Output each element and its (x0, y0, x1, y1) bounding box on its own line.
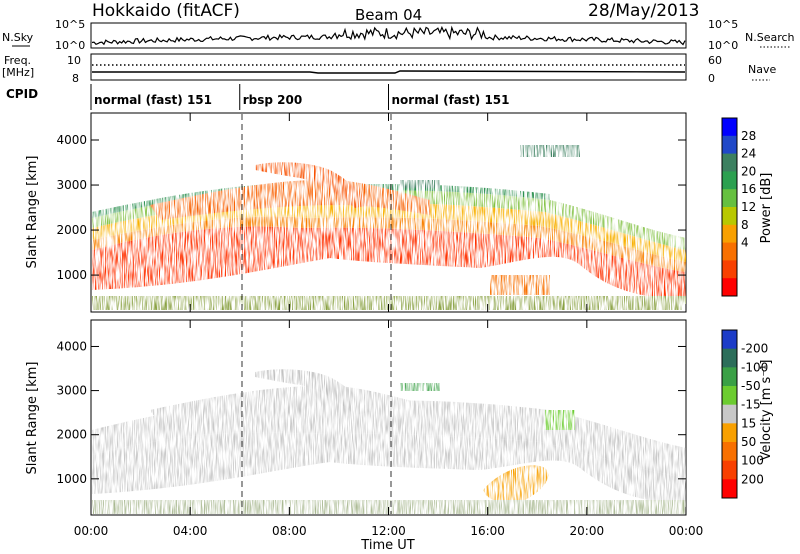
freq-tick-top: 10 (67, 54, 81, 67)
freq-tick-bottom: 8 (72, 72, 79, 85)
beam-title: Beam 04 (355, 6, 422, 24)
colorbar-swatch (722, 153, 737, 172)
y-tick-label: 1000 (56, 268, 87, 282)
colorbar-tick-label: -15 (741, 398, 761, 412)
colorbar-tick-label: 20 (741, 164, 756, 178)
colorbar-tick-label: 200 (741, 472, 764, 486)
y-tick-label: 4000 (56, 339, 87, 353)
nave-tick-top: 60 (708, 54, 722, 67)
y-tick-label: 1000 (56, 472, 87, 486)
power-heatmap (92, 145, 686, 310)
x-tick-label: 08:00 (272, 524, 307, 538)
colorbar-swatch (722, 118, 737, 137)
y-tick-label: 3000 (56, 178, 87, 192)
colorbar-tick-label: -50 (741, 379, 761, 393)
x-tick-label: 16:00 (470, 524, 505, 538)
colorbar-swatch (722, 404, 737, 424)
freq-label: Freq. (4, 54, 31, 67)
cpid-segment-label: normal (fast) 151 (94, 93, 212, 107)
y-tick-label: 3000 (56, 384, 87, 398)
colorbar-swatch (722, 460, 737, 480)
y-tick-label: 2000 (56, 428, 87, 442)
colorbar-tick-label: 28 (741, 129, 756, 143)
colorbar-swatch (722, 367, 737, 387)
colorbar-tick-label: 4 (741, 236, 749, 250)
cpid-row: CPID normal (fast) 151 rbsp 200 normal (fa… (6, 84, 510, 110)
colorbar-tick-label: 100 (741, 454, 764, 468)
colorbar-tick-label: 24 (741, 147, 756, 161)
station-title: Hokkaido (fitACF) (92, 1, 240, 21)
noise-tick-top: 10^5 (55, 18, 85, 31)
noise-right-tick-top: 10^5 (708, 18, 738, 31)
colorbar-frame (721, 117, 738, 297)
colorbar-swatch (722, 442, 737, 462)
colorbar-swatch (722, 330, 737, 350)
colorbar-swatch (722, 242, 737, 261)
noise-trace (91, 25, 686, 46)
nave-tick-bottom: 0 (708, 72, 715, 85)
y-tick-label: 4000 (56, 133, 87, 147)
colorbar-swatch (722, 278, 737, 297)
vel-cbar-label: Velocity [m s⁻¹] (759, 360, 774, 461)
colorbar-tick-label: -200 (741, 342, 768, 356)
colorbar-tick-label: 15 (741, 416, 756, 430)
nsky-label: N.Sky (2, 31, 34, 44)
freq-unit-label: [MHz] (2, 66, 34, 79)
colorbar-swatch (722, 224, 737, 244)
y-tick-label: 2000 (56, 223, 87, 237)
colorbar-frame (721, 329, 738, 499)
colorbar-swatch (722, 207, 737, 226)
colorbar-tick-label: 8 (741, 218, 749, 232)
colorbar-tick-label: 50 (741, 435, 756, 449)
power-ylabel: Slant Range [km] (25, 156, 40, 269)
noise-panel: N.Sky 10^5 10^0 10^5 10^0 N.Search (2, 18, 795, 52)
noise-right-tick-bottom: 10^0 (708, 39, 738, 52)
power-colorbar: 28 24 20 16 12 8 4 (721, 117, 756, 297)
freq-panel: Freq. [MHz] 10 8 60 0 Nave (2, 53, 776, 85)
colorbar-swatch (722, 423, 737, 443)
x-tick-label: 20:00 (570, 524, 605, 538)
cpid-label: CPID (6, 87, 38, 101)
x-tick-label: 04:00 (173, 524, 208, 538)
velocity-panel: Slant Range [km] Time UT 1000 2000 3000 400… (25, 319, 704, 553)
colorbar-swatch (722, 189, 737, 208)
power-panel: Slant Range [km] 1000 2000 3000 4000 (25, 112, 687, 313)
cpid-segment-label: normal (fast) 151 (392, 93, 510, 107)
power-cbar-label: Power [dB] (759, 173, 774, 244)
colorbar-swatch (722, 348, 737, 368)
colorbar-swatch (722, 171, 737, 190)
noise-tick-bottom: 10^0 (55, 39, 85, 52)
colorbar-tick-label: -100 (741, 360, 768, 374)
freq-trace (92, 70, 686, 74)
nsearch-label: N.Search (745, 31, 795, 44)
colorbar-tick-label: 12 (741, 200, 756, 214)
date-title: 28/May/2013 (588, 1, 700, 21)
velocity-ylabel: Slant Range [km] (25, 362, 40, 475)
time-xlabel: Time UT (360, 538, 414, 553)
colorbar-swatch (722, 135, 737, 155)
x-tick-label: 00:00 (74, 524, 109, 538)
colorbar-swatch (722, 260, 737, 279)
velocity-colorbar: -200 -100 -50 -15 15 50 100 200 (721, 329, 768, 499)
x-tick-label: 00:00 (669, 524, 704, 538)
cpid-segment-label: rbsp 200 (243, 93, 302, 107)
colorbar-swatch (722, 386, 737, 406)
colorbar-tick-label: 16 (741, 182, 756, 196)
colorbar-swatch (722, 479, 737, 499)
x-tick-label: 12:00 (371, 524, 406, 538)
nave-label: Nave (748, 63, 776, 76)
